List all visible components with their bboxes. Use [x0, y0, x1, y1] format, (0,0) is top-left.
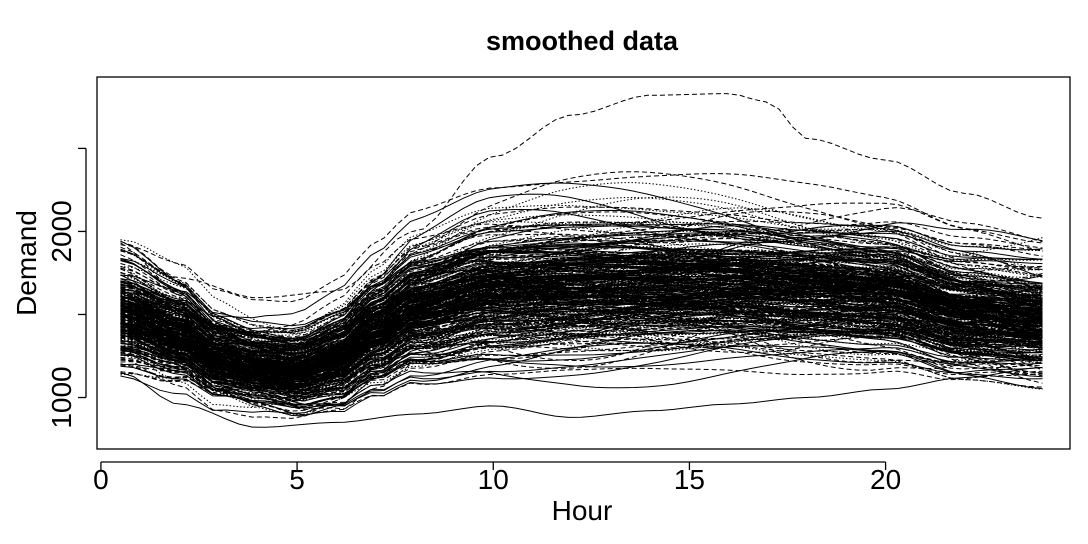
series-line — [120, 228, 1043, 343]
series-line — [120, 283, 1043, 369]
series-line — [120, 250, 1043, 370]
series-line — [120, 329, 1043, 407]
series-line — [120, 211, 1043, 350]
series-line — [120, 298, 1043, 367]
series-line — [120, 93, 1043, 299]
series-line — [120, 307, 1043, 385]
series-line — [120, 289, 1043, 356]
series-line — [120, 281, 1043, 412]
series-line — [120, 290, 1043, 375]
series-line — [120, 274, 1043, 370]
x-axis-label: Hour — [552, 495, 613, 526]
series-line — [120, 302, 1043, 363]
series-line — [120, 313, 1043, 390]
series-line — [120, 325, 1043, 406]
series-line — [120, 224, 1043, 344]
series-line — [120, 232, 1043, 333]
series-line — [120, 233, 1043, 334]
series-line — [120, 319, 1043, 391]
series-line — [120, 311, 1043, 377]
series-line — [120, 290, 1043, 416]
series-group — [120, 93, 1043, 428]
series-line — [120, 330, 1043, 402]
series-line — [120, 277, 1043, 370]
series-line — [120, 257, 1043, 369]
series-line — [120, 193, 1043, 350]
series-line — [120, 310, 1043, 396]
series-line — [120, 301, 1043, 389]
series-line — [120, 287, 1043, 373]
y-axis: 1000 2000 — [46, 147, 87, 429]
series-line — [120, 182, 1043, 343]
series-line — [120, 347, 1043, 406]
series-line — [120, 313, 1043, 384]
series-line — [120, 264, 1043, 368]
series-line — [120, 221, 1043, 347]
series-line — [120, 253, 1043, 360]
series-line — [120, 290, 1043, 391]
x-tick-label: 20 — [870, 464, 901, 495]
series-line — [120, 260, 1043, 367]
series-line — [120, 281, 1043, 358]
series-line — [120, 307, 1043, 381]
series-line — [120, 249, 1043, 359]
series-line — [120, 295, 1043, 374]
series-line — [120, 225, 1043, 327]
series-line — [120, 204, 1043, 334]
series-line — [120, 301, 1043, 389]
series-line — [120, 311, 1043, 398]
series-line — [120, 294, 1043, 388]
series-line — [120, 214, 1043, 336]
series-line — [120, 367, 1043, 428]
series-line — [120, 202, 1043, 331]
series-line — [120, 207, 1043, 376]
series-line — [120, 317, 1043, 385]
y-tick-label: 1000 — [46, 366, 77, 428]
series-line — [120, 359, 1043, 411]
series-line — [120, 278, 1043, 370]
series-line — [120, 243, 1043, 355]
series-line — [120, 312, 1043, 379]
series-line — [120, 267, 1043, 369]
series-line — [120, 334, 1043, 401]
series-line — [120, 249, 1043, 342]
series-line — [120, 171, 1043, 342]
x-tick-label: 10 — [478, 464, 509, 495]
series-line — [120, 303, 1043, 392]
series-line — [120, 223, 1043, 340]
series-line — [120, 342, 1043, 400]
x-tick-label: 0 — [93, 464, 109, 495]
y-axis-label: Demand — [11, 210, 42, 316]
series-line — [120, 276, 1043, 373]
series-line — [120, 332, 1043, 391]
series-line — [120, 269, 1043, 365]
x-tick-label: 15 — [674, 464, 705, 495]
series-line — [120, 274, 1043, 373]
series-line — [120, 268, 1043, 362]
y-tick-label: 2000 — [46, 200, 77, 262]
x-axis: 0 5 10 15 20 — [93, 461, 901, 495]
series-line — [120, 255, 1043, 348]
x-tick-label: 5 — [289, 464, 305, 495]
series-line — [120, 235, 1043, 348]
series-line — [120, 289, 1043, 395]
chart-title: smoothed data — [486, 26, 679, 56]
series-line — [120, 283, 1043, 399]
series-line — [120, 309, 1043, 419]
series-line — [120, 290, 1043, 398]
series-line — [120, 250, 1043, 368]
series-line — [120, 234, 1043, 359]
series-line — [120, 282, 1043, 377]
series-line — [120, 284, 1043, 385]
plot-area-frame — [96, 76, 1071, 450]
series-line — [120, 260, 1043, 354]
series-line — [120, 350, 1043, 415]
series-line — [120, 256, 1043, 352]
series-line — [120, 282, 1043, 360]
series-line — [120, 266, 1043, 367]
